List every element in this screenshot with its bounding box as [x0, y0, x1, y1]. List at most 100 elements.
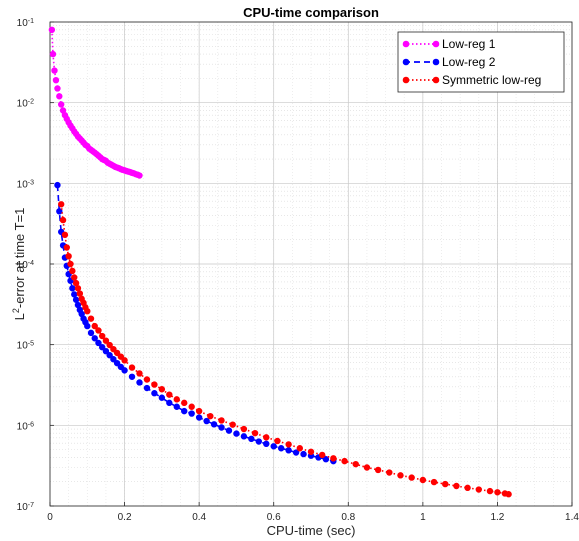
series-line [60, 204, 509, 495]
data-point [270, 443, 277, 450]
y-axis-label-rest: -error at time T=1 [12, 208, 27, 309]
x-tick-label: 1.2 [490, 512, 504, 523]
legend-marker [432, 40, 440, 48]
data-point [61, 231, 69, 239]
data-point [57, 101, 65, 108]
data-point [91, 322, 98, 330]
series-layer [48, 26, 512, 498]
data-point [63, 244, 70, 251]
data-point [59, 216, 67, 224]
data-point [158, 386, 166, 393]
legend-item: Low-reg 2 [402, 55, 496, 69]
data-point [248, 435, 255, 443]
data-point [106, 341, 113, 349]
data-point [233, 430, 240, 437]
y-axis-label: L2-error at time T=1 [11, 208, 27, 321]
legend: Low-reg 1 Low-reg 2 Symmetric low-reg [397, 31, 565, 93]
data-point [98, 332, 106, 340]
data-point [65, 252, 72, 260]
legend-marker [402, 58, 410, 66]
y-tick-label: 10-2 [17, 98, 34, 110]
data-point [285, 447, 292, 454]
series-3 [57, 201, 512, 498]
data-point [71, 291, 78, 298]
y-axis-ticks: 10-710-610-510-410-310-210-1 [17, 18, 54, 514]
data-point [48, 26, 56, 34]
legend-marker [432, 76, 440, 84]
data-point [207, 412, 214, 420]
data-point [91, 335, 98, 342]
y-tick-label: 10-4 [17, 260, 34, 272]
x-tick-label: 0.4 [192, 512, 206, 523]
y-axis-label-main: L [12, 313, 27, 320]
data-point [98, 344, 106, 351]
data-point [113, 359, 121, 367]
data-point [128, 364, 136, 371]
x-tick-label: 0 [47, 512, 53, 523]
y-tick-label: 10-6 [17, 421, 34, 433]
data-point [117, 353, 125, 360]
x-axis-label: CPU-time (sec) [267, 523, 356, 538]
legend-marker [402, 76, 410, 84]
y-tick-base: 10 [17, 18, 29, 29]
x-tick-label: 1.4 [565, 512, 579, 523]
data-point [102, 337, 110, 344]
data-point [106, 352, 113, 359]
series-1 [48, 26, 143, 179]
x-tick-label: 0.8 [341, 512, 355, 523]
data-point [292, 449, 300, 456]
data-point [166, 399, 173, 407]
data-point [56, 93, 63, 100]
data-point [307, 448, 315, 455]
data-point [136, 370, 143, 377]
data-point [181, 399, 188, 407]
data-point [143, 384, 151, 392]
data-point [51, 67, 58, 74]
y-tick-label: 10-1 [17, 18, 34, 30]
data-point [49, 50, 57, 58]
data-point [166, 391, 173, 398]
y-axis-label-sup: 2 [11, 308, 21, 313]
data-point [203, 417, 210, 425]
legend-item: Low-reg 1 [402, 37, 496, 51]
data-point [442, 480, 449, 488]
data-point [173, 403, 180, 410]
data-point [240, 433, 248, 440]
data-point [255, 438, 262, 445]
x-tick-label: 0.6 [267, 512, 281, 523]
data-point [218, 417, 225, 424]
data-point [195, 407, 203, 415]
data-point [363, 464, 371, 471]
data-point [263, 434, 270, 441]
data-point [218, 424, 225, 431]
y-tick-exponent: -2 [28, 98, 34, 105]
data-point [74, 285, 82, 292]
data-point [195, 414, 203, 421]
data-point [72, 296, 80, 303]
data-point [397, 472, 404, 479]
data-point [151, 390, 158, 397]
data-point [121, 357, 128, 364]
y-tick-exponent: -1 [28, 18, 34, 25]
data-point [57, 201, 65, 208]
data-point [408, 474, 415, 481]
y-tick-label: 10-3 [17, 179, 34, 191]
data-point [494, 489, 501, 496]
y-tick-base: 10 [17, 341, 29, 352]
data-point [136, 379, 143, 386]
data-point [464, 484, 471, 492]
data-point [128, 373, 136, 380]
data-point [225, 427, 233, 434]
data-point [188, 410, 195, 417]
y-tick-label: 10-7 [17, 502, 34, 514]
data-point [54, 181, 61, 189]
data-point [87, 315, 95, 322]
data-point [69, 267, 76, 275]
data-point [76, 290, 84, 297]
y-tick-exponent: -7 [28, 502, 34, 509]
data-point [330, 455, 337, 462]
data-point [251, 429, 259, 437]
data-point [453, 482, 460, 490]
data-point [505, 491, 512, 498]
y-tick-label: 10-5 [17, 340, 34, 352]
